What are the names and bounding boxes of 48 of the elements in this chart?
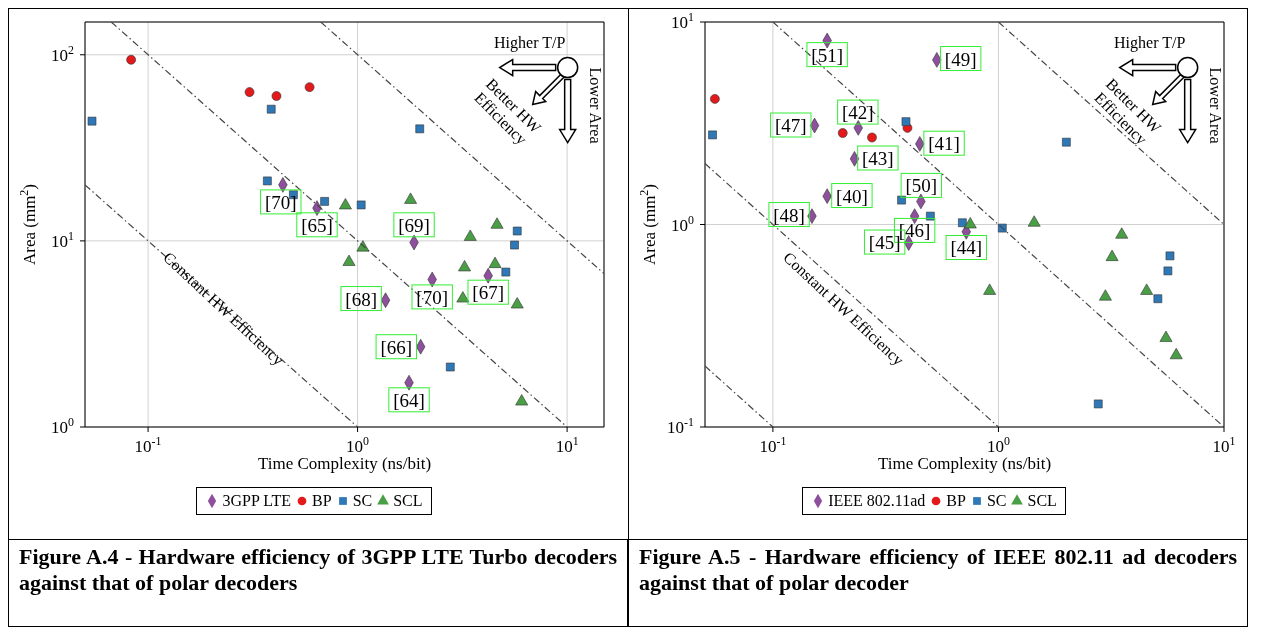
annotation: [45] (868, 232, 901, 254)
annotation: Lower Area (1206, 67, 1224, 144)
y-tick-label: 10$^{2}$ (51, 42, 75, 65)
annotation: [42] (842, 102, 874, 124)
legend-label: SCL (1027, 492, 1057, 510)
x-tick-label: 10$^{1}$ (555, 434, 579, 456)
annotation: [69] (398, 214, 430, 236)
annotation: [44] (950, 237, 983, 259)
annotation: [40] (836, 185, 868, 207)
annotation: [46] (898, 220, 931, 242)
y-tick-label: 10$^{0}$ (671, 212, 695, 235)
legend-label: IEEE 802.11ad (828, 492, 926, 510)
annotation: [70] (264, 191, 297, 213)
x-axis-title: Time Complexity (ns/bit) (257, 454, 432, 473)
annotation: [49] (944, 48, 977, 70)
annotation: [65] (301, 214, 333, 236)
x-tick-label: 10$^{0}$ (346, 434, 370, 456)
annotation: Lower Area (586, 67, 604, 144)
legend-label: SC (352, 492, 373, 510)
annotation: Higher T/P (494, 33, 566, 52)
annotation: [68] (345, 288, 377, 310)
legend-label: SC (986, 492, 1007, 510)
legend-label: SCL (393, 492, 423, 510)
x-tick-label: 10$^{-1}$ (134, 434, 162, 456)
annotation: [41] (928, 133, 960, 155)
annotation: [66] (380, 336, 413, 358)
legend-label: BP (312, 492, 332, 510)
x-tick-label: 10$^{1}$ (1212, 434, 1236, 456)
y-tick-label: 10$^{1}$ (51, 228, 75, 251)
x-tick-label: 10$^{0}$ (986, 434, 1010, 456)
x-axis-title: Time Complexity (ns/bit) (877, 454, 1052, 473)
annotation: [48] (773, 204, 805, 226)
text: Figure A.4 - Hardware efficiency of 3GPP LTE Turbo decoders against that of polar decoders (8, 539, 628, 627)
x-tick-label: 10$^{-1}$ (759, 434, 787, 456)
annotation: [64] (393, 389, 425, 411)
annotation: [43] (862, 148, 894, 169)
text: Figure A.5 - Hardware efficiency of IEEE 802.11 ad decoders against that of polar decoder (628, 539, 1248, 627)
annotation: [47] (774, 115, 807, 136)
annotation: [50] (905, 175, 938, 197)
annotation: [67] (472, 282, 504, 304)
annotation: [51] (811, 44, 843, 66)
annotation: [70] (416, 286, 449, 308)
legend-label: BP (946, 492, 966, 510)
y-tick-label: 10$^{1}$ (671, 10, 695, 32)
y-tick-label: 10$^{-1}$ (667, 415, 695, 437)
annotation: Higher T/P (1114, 33, 1186, 52)
legend-label: 3GPP LTE (222, 492, 292, 510)
y-tick-label: 10$^{0}$ (51, 415, 75, 437)
